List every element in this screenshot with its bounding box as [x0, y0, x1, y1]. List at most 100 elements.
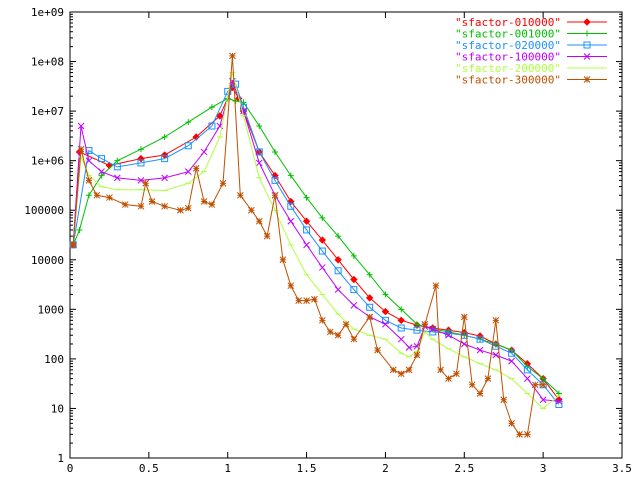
data-point: [295, 297, 303, 304]
legend-label: "sfactor-001000": [455, 28, 561, 41]
data-point: [397, 335, 405, 343]
x-tick-label: 1.5: [297, 462, 317, 475]
x-tick-label: 1: [224, 462, 231, 475]
data-point: [279, 256, 287, 264]
y-tick-label: 1e+09: [31, 6, 64, 19]
data-point: [397, 316, 405, 325]
data-point: [98, 155, 106, 163]
data-point: [287, 202, 295, 210]
data-point: [208, 104, 215, 111]
data-point: [177, 206, 184, 214]
axis-ticks: 0 0.5 1 1.5 2 2.5 3 3.5 1 10 100 1000 10000 100000 1e+…: [24, 6, 632, 475]
y-tick-label: 1e+06: [31, 155, 64, 168]
data-point: [263, 232, 271, 240]
data-point: [271, 176, 279, 184]
data-point: [397, 370, 405, 378]
data-point: [484, 375, 492, 382]
data-point: [303, 226, 311, 234]
data-point: [523, 366, 531, 374]
data-point: [445, 375, 452, 382]
data-point: [236, 191, 244, 199]
data-point: [200, 148, 208, 156]
y-tick-label: 1000: [38, 303, 65, 316]
series-layer: [69, 52, 563, 438]
data-point: [303, 194, 310, 201]
data-point: [161, 155, 169, 163]
data-point: [248, 206, 255, 214]
data-point: [232, 97, 239, 104]
x-tick-label: 0: [67, 462, 74, 475]
data-point: [256, 123, 263, 130]
legend-label: "sfactor-020000": [455, 39, 561, 52]
data-point: [334, 286, 342, 293]
data-point: [113, 174, 121, 182]
data-point: [142, 179, 150, 187]
data-point: [555, 397, 563, 405]
data-point: [137, 177, 145, 184]
data-point: [208, 201, 216, 208]
data-point: [460, 313, 468, 321]
data-point: [413, 321, 420, 328]
data-point: [366, 303, 374, 311]
data-point: [272, 148, 279, 155]
data-point: [531, 381, 539, 389]
data-point: [445, 331, 452, 339]
data-point: [365, 294, 374, 302]
data-point: [334, 267, 342, 275]
data-point: [508, 349, 516, 357]
series-4: [70, 72, 562, 410]
x-tick-label: 3: [540, 462, 547, 475]
data-point: [382, 320, 389, 328]
data-point: [381, 316, 389, 324]
data-point: [216, 112, 224, 120]
legend-label: "sfactor-300000": [455, 74, 561, 87]
x-tick-label: 3.5: [612, 462, 632, 475]
data-point: [303, 297, 310, 304]
data-point: [137, 202, 145, 210]
series-0: [69, 83, 563, 404]
data-point: [366, 313, 374, 321]
data-point: [539, 396, 547, 404]
data-point: [255, 159, 263, 167]
data-point: [318, 236, 327, 244]
data-point: [85, 192, 92, 199]
data-point: [524, 431, 531, 438]
data-point: [121, 201, 129, 208]
data-point: [77, 145, 85, 153]
legend: "sfactor-010000""sfactor-001000""sfactor…: [455, 16, 607, 87]
x-tick-label: 2.5: [454, 462, 474, 475]
data-point: [374, 346, 381, 354]
series-5: [69, 52, 547, 438]
data-point: [437, 366, 444, 374]
legend-marker: [583, 18, 591, 26]
y-tick-label: 100000: [24, 204, 64, 217]
data-point: [93, 191, 101, 199]
data-point: [453, 370, 460, 378]
data-point: [287, 217, 295, 225]
data-point: [318, 316, 326, 324]
data-point: [192, 164, 200, 172]
legend-label: "sfactor-200000": [455, 62, 561, 75]
data-point: [311, 295, 318, 303]
data-point: [303, 241, 310, 249]
data-point: [500, 396, 508, 404]
data-point: [232, 80, 240, 88]
data-point: [200, 198, 208, 205]
data-point: [350, 275, 358, 284]
data-point: [524, 375, 531, 382]
y-tick-label: 10: [51, 402, 64, 415]
data-point: [421, 320, 429, 328]
data-point: [85, 177, 93, 184]
data-point: [405, 344, 413, 351]
series-line: [72, 55, 544, 435]
data-point: [476, 390, 484, 397]
data-point: [106, 194, 113, 201]
data-point: [539, 381, 547, 389]
data-point: [69, 241, 77, 249]
legend-marker: [583, 76, 591, 83]
data-point: [540, 375, 547, 382]
data-point: [508, 420, 515, 427]
data-point: [98, 172, 105, 179]
data-point: [287, 172, 294, 179]
series-line: [72, 86, 560, 400]
